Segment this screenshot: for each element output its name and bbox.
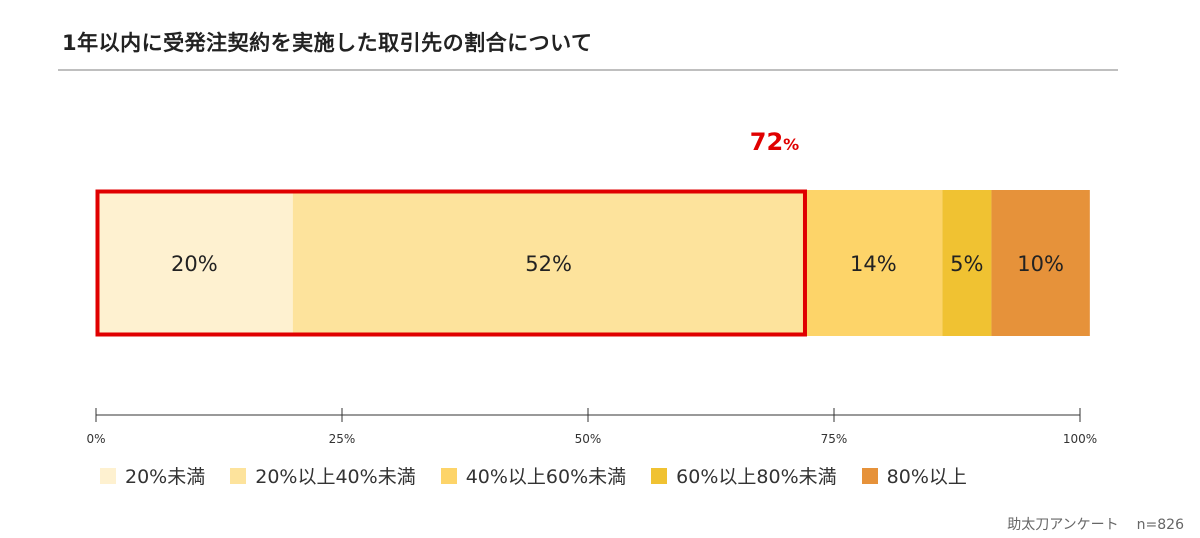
legend-item-1: 20%未満 <box>100 462 205 489</box>
segment-label-1: 20% <box>171 252 218 276</box>
bar-segment-1 <box>96 190 293 336</box>
title-divider <box>58 69 1118 71</box>
bar-segment-3 <box>804 190 943 336</box>
legend-label-4: 60%以上80%未満 <box>676 466 837 488</box>
legend-label-1: 20%未満 <box>125 466 206 488</box>
x-tick-label-1: 0% <box>86 432 105 446</box>
segment-label-4: 5% <box>950 252 983 276</box>
legend-label-2: 20%以上40%未満 <box>255 466 416 488</box>
legend-swatch-1 <box>100 467 116 484</box>
bar-segment-2 <box>292 190 805 336</box>
chart-title: 1年以内に受発注契約を実施した取引先の割合について <box>62 31 593 55</box>
legend-label-3: 40%以上60%未満 <box>465 466 627 488</box>
legend-item-4: 60%以上80%未満 <box>651 462 837 489</box>
x-tick-label-4: 75% <box>821 432 848 446</box>
highlight-box <box>95 189 807 337</box>
source-note: 助太刀アンケート n=826 <box>1007 514 1184 534</box>
highlight-unit: % <box>783 135 799 154</box>
chart-legend: 20%未満 20%以上40%未満 40%以上60%未満 60%以上80%未満 80%以上 <box>100 462 992 489</box>
highlight-label: 72% <box>750 128 799 156</box>
legend-label-5: 80%以上 <box>886 466 967 488</box>
segment-label-2: 52% <box>525 252 572 276</box>
x-tick-label-3: 50% <box>575 432 602 446</box>
segment-label-3: 14% <box>850 252 897 276</box>
legend-swatch-2 <box>230 467 247 484</box>
segment-label-5: 10% <box>1017 252 1064 276</box>
bar-segment-5 <box>991 190 1090 336</box>
source-label: 助太刀アンケート <box>1007 517 1119 533</box>
legend-swatch-3 <box>440 467 457 484</box>
x-tick-label-5: 100% <box>1063 432 1097 446</box>
sample-size: n=826 <box>1136 517 1184 533</box>
legend-swatch-4 <box>651 467 668 484</box>
legend-item-2: 20%以上40%未満 <box>230 462 416 489</box>
stacked-bar-chart: 20% 52% 14% 5% 10% 72% 0% 25% 50% 75% 100% <box>86 128 1097 446</box>
bar-segment-4 <box>942 190 992 336</box>
legend-item-5: 80%以上 <box>861 462 967 489</box>
legend-item-3: 40%以上60%未満 <box>440 462 627 489</box>
highlight-value: 72 <box>750 128 783 156</box>
legend-swatch-5 <box>861 467 878 484</box>
x-tick-label-2: 25% <box>329 432 356 446</box>
